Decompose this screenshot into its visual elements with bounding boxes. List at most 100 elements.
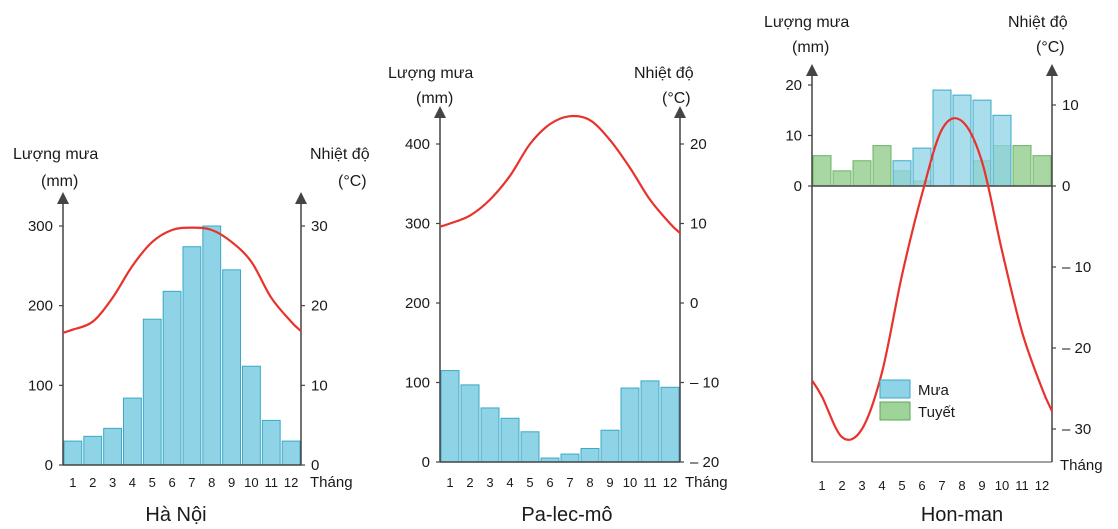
rain-bar-2	[460, 384, 480, 463]
month-tick-label: 12	[284, 475, 298, 490]
x-axis-label: Tháng	[310, 474, 353, 491]
snow-bar-12	[1032, 155, 1052, 187]
month-tick-label: 6	[918, 478, 925, 493]
legend-swatch-snow	[879, 401, 911, 421]
x-axis-label: Tháng	[1060, 457, 1103, 474]
month-tick-label: 10	[623, 475, 637, 490]
left-axis-title: (mm)	[792, 39, 829, 56]
left-tick-label: 300	[28, 218, 53, 235]
right-tick-label: 30	[311, 218, 328, 235]
month-tick-label: 7	[566, 475, 573, 490]
chart-title: Pa-lec-mô	[521, 504, 612, 526]
left-tick-label: 200	[405, 295, 430, 312]
rain-bar-10	[620, 387, 640, 463]
month-tick-label: 10	[244, 475, 258, 490]
left-tick-label: 0	[794, 178, 802, 195]
month-tick-label: 3	[109, 475, 116, 490]
left-axis-title: Lượng mưa	[388, 65, 473, 82]
right-tick-label: – 20	[690, 454, 719, 471]
left-tick-label: 100	[405, 375, 430, 392]
rain-bar-1	[440, 370, 460, 463]
rain-bar-4	[500, 417, 520, 463]
chart-title: Hà Nội	[145, 504, 206, 526]
month-tick-label: 4	[878, 478, 885, 493]
left-tick-label: 400	[405, 136, 430, 153]
month-tick-label: 8	[586, 475, 593, 490]
month-tick-label: 11	[1015, 478, 1029, 493]
month-tick-label: 2	[466, 475, 473, 490]
month-tick-label: 5	[898, 478, 905, 493]
left-tick-label: 20	[785, 77, 802, 94]
rain-bar-10	[242, 365, 261, 466]
temperature-line	[439, 114, 681, 234]
month-tick-label: 1	[446, 475, 453, 490]
month-tick-label: 8	[958, 478, 965, 493]
right-tick-label: 10	[690, 216, 707, 233]
snow-bar-2	[832, 170, 852, 187]
left-tick-label: 10	[785, 128, 802, 145]
left-axis-title: (mm)	[416, 90, 453, 107]
rain-bar-12	[281, 440, 301, 466]
right-tick-label: – 10	[1062, 259, 1091, 276]
left-axis-title: (mm)	[41, 173, 78, 190]
snow-bar-1	[812, 155, 832, 187]
month-tick-label: 12	[1035, 478, 1049, 493]
month-tick-label: 7	[188, 475, 195, 490]
rain-bar-8	[580, 447, 600, 463]
temperature-line	[811, 117, 1054, 441]
month-tick-label: 6	[546, 475, 553, 490]
rain-bar-9	[600, 429, 620, 463]
month-tick-label: 9	[228, 475, 235, 490]
snow-bar-3	[852, 160, 872, 187]
left-tick-label: 100	[28, 377, 53, 394]
month-tick-label: 9	[978, 478, 985, 493]
legend-label-snow: Tuyết	[918, 404, 956, 421]
right-axis-title: Nhiệt độ	[634, 65, 694, 82]
month-tick-label: 5	[526, 475, 533, 490]
rain-bar-3	[480, 407, 500, 463]
rain-bar-7	[560, 453, 580, 463]
left-axis-title: Lượng mưa	[764, 14, 849, 31]
rain-bar-11	[261, 419, 281, 466]
right-tick-label: – 30	[1062, 421, 1091, 438]
right-axis-title: (°C)	[662, 90, 691, 107]
x-axis-label: Tháng	[685, 474, 728, 491]
right-tick-label: 0	[311, 457, 319, 474]
rain-bar-8	[952, 94, 972, 187]
left-tick-label: 200	[28, 298, 53, 315]
month-tick-label: 11	[643, 475, 657, 490]
rain-bar-5	[892, 160, 912, 187]
rain-bar-9	[222, 269, 242, 466]
month-tick-label: 3	[486, 475, 493, 490]
rain-bar-10	[992, 114, 1012, 187]
snow-bar-4	[872, 145, 892, 187]
month-tick-label: 2	[838, 478, 845, 493]
rain-bar-1	[63, 440, 83, 466]
rain-bar-7	[932, 89, 952, 187]
month-tick-label: 1	[818, 478, 825, 493]
rain-bar-2	[83, 435, 103, 466]
rain-bar-5	[142, 318, 162, 466]
rain-bar-3	[103, 427, 122, 466]
rain-bar-7	[182, 246, 202, 466]
rain-bar-12	[660, 386, 680, 463]
month-tick-label: 6	[168, 475, 175, 490]
month-tick-label: 8	[208, 475, 215, 490]
left-tick-label: 0	[45, 457, 53, 474]
chart-title: Hon-man	[921, 504, 1003, 526]
right-axis-title: Nhiệt độ	[1008, 14, 1068, 31]
right-axis-title: (°C)	[1036, 39, 1065, 56]
rain-bar-6	[162, 290, 182, 466]
rain-bar-8	[202, 225, 222, 466]
month-tick-label: 5	[149, 475, 156, 490]
month-tick-label: 4	[129, 475, 136, 490]
rain-bar-5	[520, 431, 540, 463]
left-tick-label: 300	[405, 216, 430, 233]
right-tick-label: 20	[690, 136, 707, 153]
left-axis-title: Lượng mưa	[13, 146, 98, 163]
month-tick-label: 10	[995, 478, 1009, 493]
